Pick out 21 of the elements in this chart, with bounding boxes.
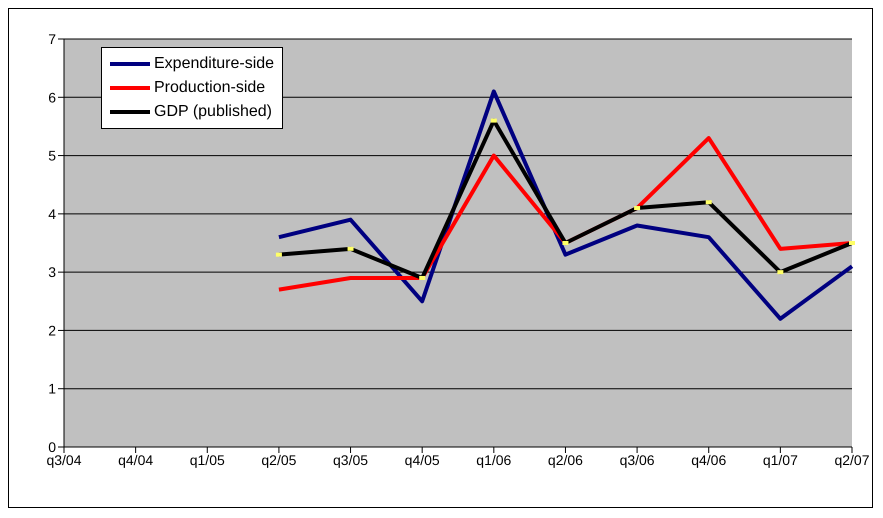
legend-label: GDP (published) — [154, 102, 272, 122]
x-tick-label: q1/06 — [476, 452, 512, 468]
x-tick-label: q2/05 — [261, 452, 297, 468]
x-tick-label: q2/06 — [548, 452, 584, 468]
y-tick-label: 2 — [48, 322, 56, 338]
x-tick-label: q4/05 — [404, 452, 440, 468]
legend-label: Expenditure-side — [154, 54, 274, 74]
legend-label: Production-side — [154, 78, 266, 98]
x-tick-label: q4/04 — [118, 452, 154, 468]
y-tick-label: 7 — [48, 30, 56, 47]
y-tick-label: 5 — [48, 148, 56, 164]
x-tick-label: q4/06 — [691, 452, 726, 468]
x-tick-label: q2/07 — [834, 452, 870, 468]
y-tick-label: 1 — [48, 380, 56, 397]
x-tick-label: q1/07 — [762, 452, 798, 468]
y-tick-label: 6 — [48, 89, 56, 106]
x-tick-label: q3/06 — [620, 452, 655, 468]
x-tick-label: q1/05 — [190, 452, 225, 468]
y-tick-label: 3 — [48, 264, 56, 280]
y-tick-label: 4 — [48, 206, 56, 222]
x-tick-label: q3/05 — [333, 452, 368, 468]
